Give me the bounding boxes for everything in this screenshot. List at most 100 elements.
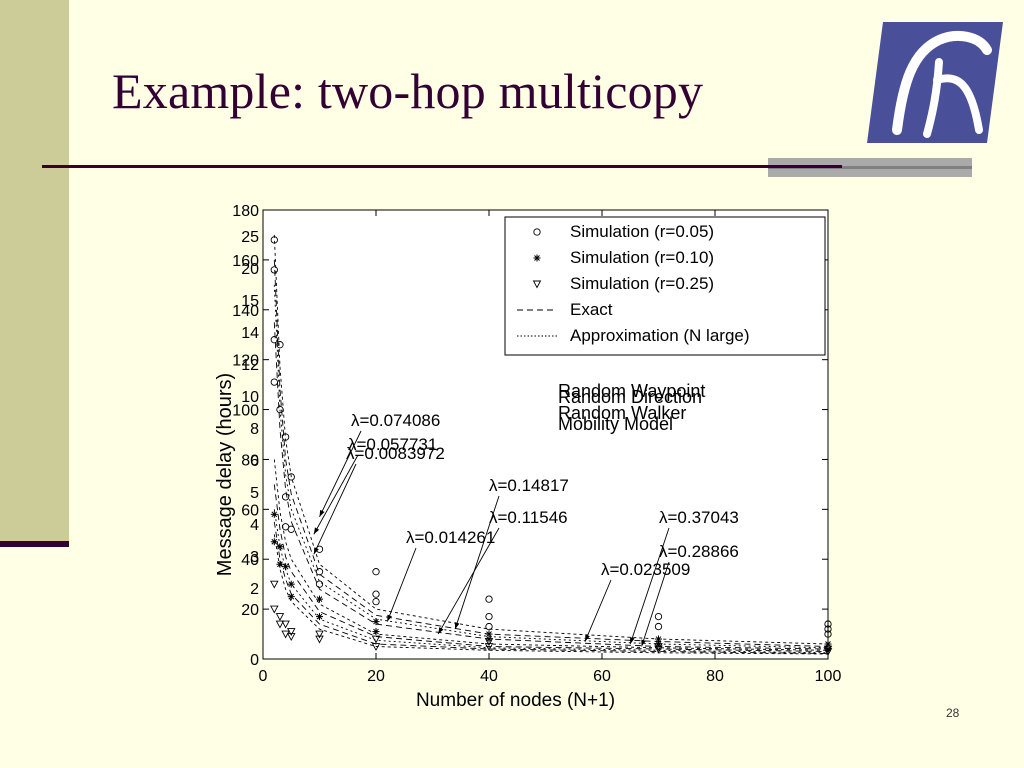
circle-data-point (824, 630, 832, 638)
y-tick-label: 20 (241, 602, 259, 619)
triangle-data-point (484, 638, 494, 646)
circle-data-point (824, 620, 832, 628)
annotation-arrowhead (319, 509, 325, 517)
star-stroke (288, 581, 295, 588)
series-line (273, 259, 829, 647)
x-axis-label: Number of nodes (N+1) (416, 690, 615, 711)
circle-data-point (281, 523, 290, 531)
y-overlay-tick-label: 20 (241, 261, 259, 278)
circle-data-point (270, 336, 278, 344)
y-tick-label: 140 (232, 303, 259, 320)
circle-data-point (485, 622, 493, 631)
lambda-annotation: λ=0.28866 (659, 542, 739, 561)
star-stroke (373, 618, 379, 625)
star-data-point (316, 613, 323, 621)
y-overlay-tick-label: 5 (250, 485, 259, 502)
triangle-data-point (654, 645, 663, 654)
triangle-data-point (823, 645, 833, 654)
legend-circle-marker (533, 228, 541, 236)
star-stroke (486, 631, 492, 637)
star-stroke (486, 636, 492, 642)
page-number: 28 (946, 706, 960, 720)
y-overlay-tick-label: 12 (241, 357, 259, 374)
triangle-data-point (484, 643, 494, 651)
star-stroke (825, 646, 831, 652)
lambda-annotation: λ=0.057731 (348, 435, 437, 454)
star-data-point (824, 645, 832, 653)
annotation-arrowhead (313, 527, 320, 535)
circle-data-point (485, 612, 493, 621)
left-decor-strip (0, 0, 69, 545)
star-data-point (276, 560, 284, 568)
annotation-arrowhead (313, 547, 319, 555)
y-tick-label: 80 (241, 452, 259, 469)
annotation-arrowhead (454, 622, 460, 630)
series-line (273, 534, 829, 655)
circle-data-point (276, 341, 284, 349)
star-stroke (655, 636, 662, 642)
circle-data-point (654, 612, 663, 621)
triangle-data-point (823, 648, 833, 656)
star-data-point (287, 580, 295, 588)
y-overlay-tick-label: 3 (250, 549, 259, 566)
triangle-data-point (286, 633, 296, 641)
star-data-point (485, 630, 493, 638)
lambda-annotation: λ=0.11546 (489, 508, 568, 527)
circle-data-point (372, 597, 380, 606)
circle-data-point (485, 595, 493, 603)
y-overlay-tick-label: 6 (250, 453, 259, 470)
slide-title: Example: two-hop multicopy (112, 63, 704, 119)
circle-data-point (287, 473, 295, 481)
title-rule-accent-line (768, 166, 972, 169)
triangle-data-point (654, 643, 663, 651)
annotation-arrow (641, 561, 670, 647)
legend-label: Simulation (r=0.25) (570, 274, 714, 293)
circle-data-point (824, 625, 832, 633)
star-data-point (316, 595, 323, 603)
star-stroke (277, 543, 283, 550)
star-data-point (282, 563, 290, 571)
star-data-point (655, 640, 662, 648)
circle-data-point (270, 236, 278, 244)
mobility-text: Random Waypoint (558, 381, 705, 401)
lambda-annotation: λ=0.074086 (351, 411, 440, 430)
x-tick-label: 0 (259, 668, 268, 685)
y-tick-label: 60 (241, 502, 259, 519)
x-tick-label: 40 (480, 668, 498, 685)
series-line (273, 459, 829, 651)
y-tick-label: 0 (250, 652, 259, 669)
circle-data-point (281, 493, 290, 501)
y-overlay-tick-label: 4 (250, 517, 259, 534)
y-overlay-tick-label: 10 (241, 389, 259, 406)
annotation-arrow (629, 527, 670, 645)
circle-data-point (654, 622, 663, 631)
star-stroke (373, 628, 379, 635)
title-rule (42, 165, 842, 168)
legend-label: Simulation (r=0.05) (570, 222, 714, 241)
star-data-point (287, 593, 295, 601)
star-data-point (372, 618, 380, 626)
triangle-data-point (315, 635, 324, 644)
delay-chart: 0 20 40 60 80 100 0 20 40 60 80 100 120 140 160 180 2 3 4 5… (214, 203, 841, 711)
annotation-arrow (454, 495, 500, 630)
y-tick-label: 100 (232, 403, 259, 420)
annotation-arrow (313, 454, 359, 535)
y-overlay-tick-label: 15 (241, 293, 259, 310)
triangle-data-point (371, 635, 381, 644)
x-tick-label: 80 (706, 668, 724, 685)
triangle-data-point (281, 630, 290, 639)
series-line (273, 234, 829, 645)
legend-box (504, 216, 826, 356)
triangle-data-point (275, 613, 285, 622)
star-data-point (485, 635, 493, 643)
star-data-point (270, 538, 278, 546)
triangle-data-point (315, 630, 324, 639)
circle-data-point (276, 405, 284, 414)
triangle-data-point (286, 628, 296, 637)
lambda-annotation: λ=0.37043 (659, 508, 739, 527)
y-overlay-tick-label: 25 (241, 229, 259, 246)
mobility-text: Mobility Model (558, 414, 673, 434)
annotation-arrowhead (585, 634, 590, 642)
y-overlay-tick-label: 14 (241, 325, 259, 342)
logo-icon (867, 22, 1003, 143)
